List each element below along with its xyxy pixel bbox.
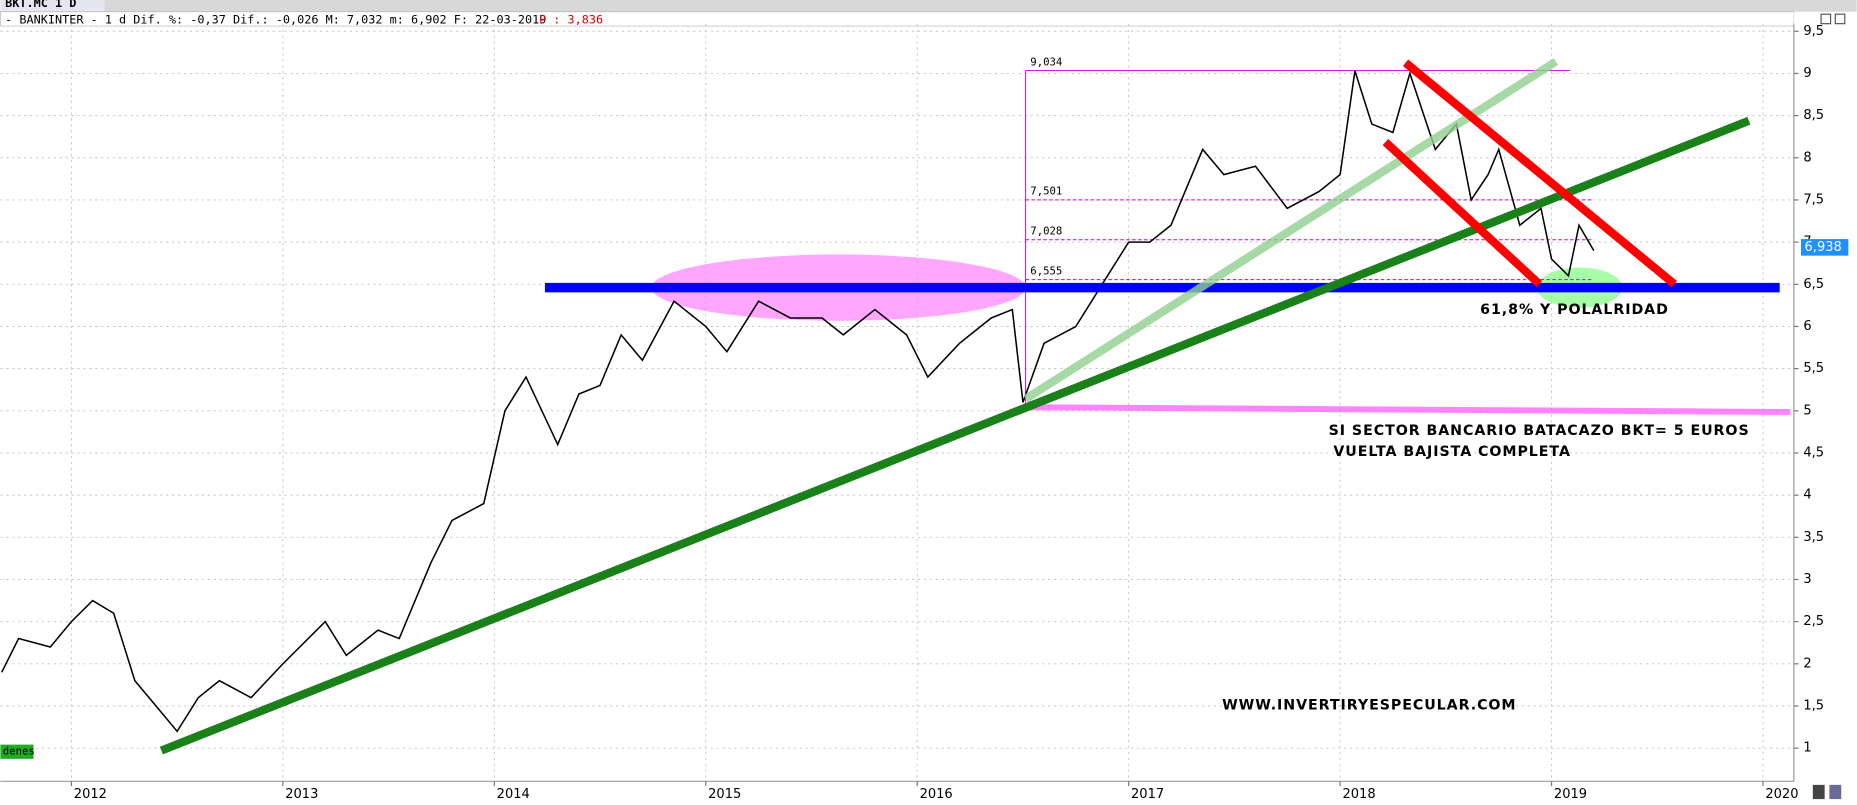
y-tick-label: 6,5 [1803,277,1824,292]
annotation: VUELTA BAJISTA COMPLETA [1333,444,1571,460]
y-tick-label: 5 [1803,403,1811,418]
price-line [0,70,1595,733]
x-tick-label: 2013 [285,787,318,802]
x-tick-label: 2019 [1554,787,1587,802]
tab[interactable] [0,0,105,12]
header-info: - BANKINTER - 1 d Dif. %: -0,37 Dif.: -0… [5,13,546,27]
window-button[interactable] [1834,13,1846,25]
y-tick-label: 4,5 [1803,445,1824,460]
y-tick-label: 9,5 [1803,24,1824,39]
y-tick-label: 2 [1803,656,1811,671]
annotation: WWW.INVERTIRYESPECULAR.COM [1222,698,1516,714]
x-tick-label: 2016 [920,787,953,802]
corner-label: denes [3,745,35,758]
x-tick-label: 2014 [497,787,530,802]
y-tick-label: 8 [1803,150,1811,165]
grid [0,23,1794,782]
y-tick-label: 3,5 [1803,530,1824,545]
fib-label: 6,555 [1030,264,1062,277]
x-tick-label: 2015 [708,787,741,802]
fib-label: 7,028 [1030,224,1062,237]
y-tick-label: 2,5 [1803,614,1824,629]
save-icon[interactable] [1812,784,1825,800]
x-tick-label: 2018 [1342,787,1375,802]
y-tick-label: 8,5 [1803,108,1824,123]
annotation: SI SECTOR BANCARIO BATACAZO BKT= 5 EUROS [1329,423,1750,439]
y-tick-label: 6 [1803,319,1811,334]
annotation: 61,8% Y POLALRIDAD [1480,302,1669,318]
y-tick-label: 1 [1803,741,1811,756]
price-tag: P : 3,836 [539,13,603,27]
corner-badge [0,744,34,759]
y-tick-label: 3 [1803,572,1811,587]
tab-bar [0,0,1857,12]
disk-icon[interactable] [1829,784,1842,800]
tab-title: BKT.MC 1 D [5,0,76,10]
support-line [1025,404,1791,415]
y-tick-label: 5,5 [1803,361,1824,376]
fib-label: 7,501 [1030,185,1062,198]
x-tick-label: 2017 [1131,787,1164,802]
axes: 11,522,533,544,555,566,577,588,599,52012… [70,24,1849,802]
y-tick-label: 7,5 [1803,192,1824,207]
fib-retracement: 9,034 7,501 7,028 6,555 [1025,55,1593,408]
window-button[interactable] [1820,13,1832,25]
channel-line [1382,139,1543,288]
y-tick-label: 1,5 [1803,699,1824,714]
channel-line [1402,59,1677,288]
y-axis-panel [1793,11,1857,794]
x-tick-label: 2012 [74,787,107,802]
trend-line [159,116,1751,755]
y-tick-label: 4 [1803,488,1811,503]
last-price-box [1800,239,1849,256]
x-tick-label: 2020 [1765,787,1798,802]
y-tick-label: 9 [1803,66,1811,81]
last-price-label: 6,938 [1805,240,1842,255]
fib-label: 9,034 [1030,55,1062,68]
